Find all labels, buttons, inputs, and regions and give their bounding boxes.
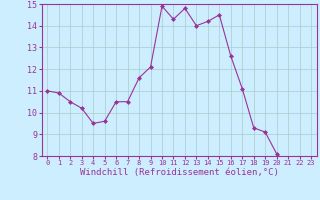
X-axis label: Windchill (Refroidissement éolien,°C): Windchill (Refroidissement éolien,°C) bbox=[80, 168, 279, 177]
